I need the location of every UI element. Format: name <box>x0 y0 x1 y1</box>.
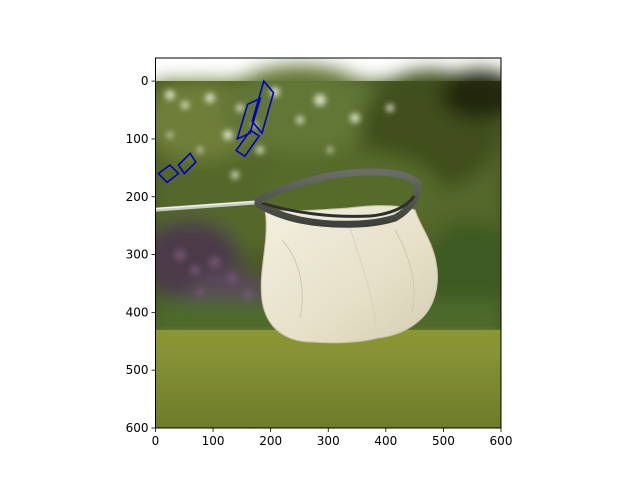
x-tick-label: 300 <box>317 434 340 448</box>
x-tick-label: 400 <box>374 434 397 448</box>
x-tick-label: 600 <box>490 434 513 448</box>
y-tick-label: 300 <box>126 248 149 262</box>
annotation-box-2 <box>251 79 275 135</box>
x-tick-label: 200 <box>259 434 282 448</box>
x-axis: 0 100 200 300 400 500 600 <box>152 428 513 448</box>
y-tick-label: 200 <box>126 190 149 204</box>
annotation-box-3 <box>234 129 261 158</box>
x-tick-label: 500 <box>432 434 455 448</box>
y-tick-label: 500 <box>126 363 149 377</box>
annotation-box-5 <box>157 163 180 184</box>
annotation-box-4 <box>177 152 197 175</box>
x-tick-label: 100 <box>202 434 225 448</box>
y-tick-label: 0 <box>141 74 149 88</box>
y-tick-label: 600 <box>126 421 149 435</box>
photo-image <box>155 65 501 428</box>
y-tick-label: 400 <box>126 305 149 319</box>
annotation-box-1 <box>236 97 262 141</box>
y-axis: 0 100 200 300 400 500 600 <box>126 74 156 435</box>
y-tick-label: 100 <box>126 132 149 146</box>
x-tick-label: 0 <box>152 434 160 448</box>
annotation-layer <box>157 79 275 184</box>
